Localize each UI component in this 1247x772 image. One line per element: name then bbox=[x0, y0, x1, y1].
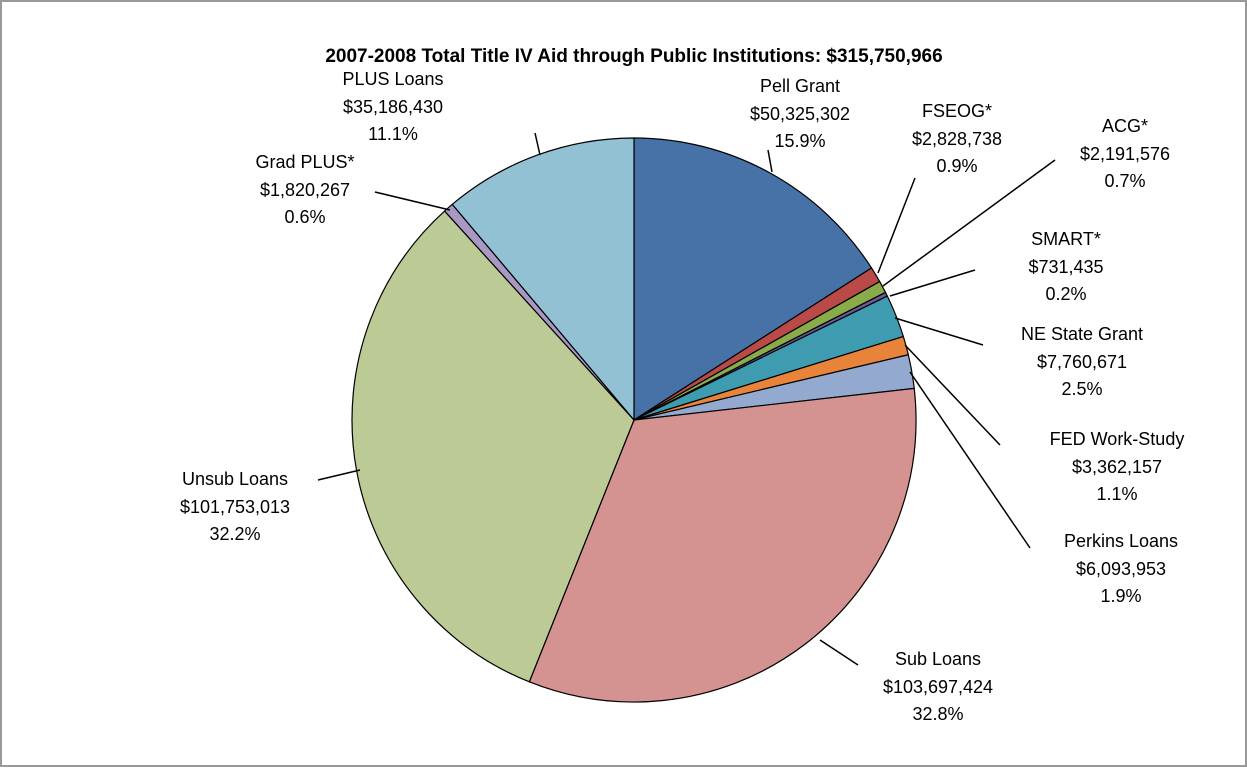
leader-line bbox=[317, 469, 361, 481]
slice-label: Grad PLUS* bbox=[255, 152, 354, 172]
percent-label: 0.6% bbox=[284, 207, 325, 227]
leader-line bbox=[374, 191, 451, 211]
pie-slice bbox=[633, 137, 873, 422]
pie-slice bbox=[451, 137, 635, 422]
slice-label: SMART* bbox=[1031, 229, 1101, 249]
leader-line bbox=[534, 132, 541, 156]
value-label: $103,697,424 bbox=[883, 677, 993, 697]
pie-slice bbox=[351, 210, 635, 683]
percent-label: 0.7% bbox=[1104, 171, 1145, 191]
leader-line bbox=[909, 371, 1031, 549]
value-label: $1,820,267 bbox=[260, 180, 350, 200]
percent-label: 32.8% bbox=[912, 704, 963, 724]
value-label: $6,093,953 bbox=[1076, 559, 1166, 579]
percent-label: 0.9% bbox=[936, 156, 977, 176]
pie-slice bbox=[528, 387, 917, 703]
slice-label: Sub Loans bbox=[895, 649, 981, 669]
percent-label: 0.2% bbox=[1045, 284, 1086, 304]
value-label: $35,186,430 bbox=[343, 97, 443, 117]
value-label: $731,435 bbox=[1028, 257, 1103, 277]
value-label: $2,828,738 bbox=[912, 129, 1002, 149]
leader-line bbox=[904, 344, 1001, 446]
value-label: $3,362,157 bbox=[1072, 457, 1162, 477]
leader-line bbox=[889, 269, 976, 297]
percent-label: 15.9% bbox=[774, 131, 825, 151]
percent-label: 2.5% bbox=[1061, 379, 1102, 399]
slice-label: NE State Grant bbox=[1021, 324, 1143, 344]
value-label: $50,325,302 bbox=[750, 104, 850, 124]
percent-label: 1.9% bbox=[1100, 586, 1141, 606]
slice-label: Perkins Loans bbox=[1064, 531, 1178, 551]
slice-label: FSEOG* bbox=[922, 101, 992, 121]
leader-line bbox=[894, 317, 984, 346]
slice-label: Unsub Loans bbox=[182, 469, 288, 489]
leader-line bbox=[877, 177, 916, 274]
slice-label: ACG* bbox=[1102, 116, 1148, 136]
percent-label: 11.1% bbox=[368, 124, 418, 144]
percent-label: 32.2% bbox=[209, 524, 260, 544]
slice-label: FED Work-Study bbox=[1050, 429, 1185, 449]
slice-label: PLUS Loans bbox=[342, 69, 443, 89]
slice-label: Pell Grant bbox=[760, 76, 840, 96]
leader-line bbox=[819, 639, 859, 666]
value-label: $2,191,576 bbox=[1080, 144, 1170, 164]
value-label: $7,760,671 bbox=[1037, 352, 1127, 372]
value-label: $101,753,013 bbox=[180, 497, 290, 517]
percent-label: 1.1% bbox=[1096, 484, 1137, 504]
leader-line bbox=[767, 149, 773, 173]
leader-line bbox=[882, 159, 1056, 287]
chart-title: 2007-2008 Total Title IV Aid through Pub… bbox=[325, 46, 942, 67]
